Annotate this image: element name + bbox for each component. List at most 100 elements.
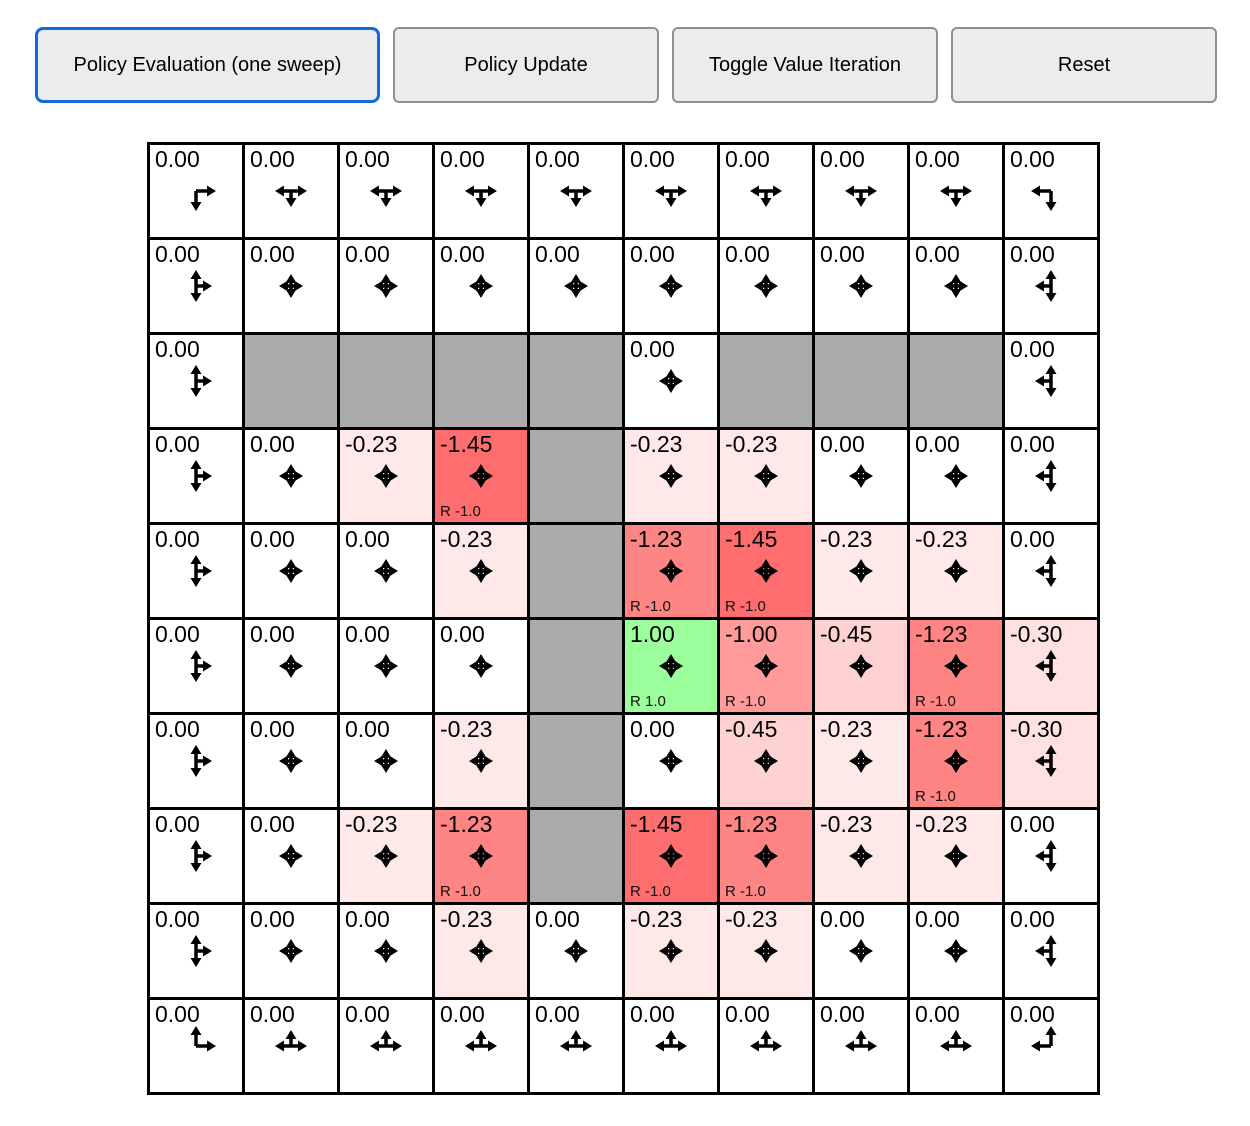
grid-cell-r9c3[interactable]: 0.00 [435,1000,527,1092]
grid-cell-r3c0[interactable]: 0.00 [150,430,242,522]
wall-cell-r2c4[interactable] [530,335,622,427]
grid-cell-r8c1[interactable]: 0.00 [245,905,337,997]
wall-cell-r5c4[interactable] [530,620,622,712]
wall-cell-r2c3[interactable] [435,335,527,427]
grid-cell-r1c0[interactable]: 0.00 [150,240,242,332]
grid-cell-r7c8[interactable]: -0.23 [910,810,1002,902]
grid-cell-r1c9[interactable]: 0.00 [1005,240,1097,332]
grid-cell-r5c3[interactable]: 0.00 [435,620,527,712]
grid-cell-r0c1[interactable]: 0.00 [245,145,337,237]
grid-cell-r1c6[interactable]: 0.00 [720,240,812,332]
grid-cell-r1c8[interactable]: 0.00 [910,240,1002,332]
grid-cell-r7c2[interactable]: -0.23 [340,810,432,902]
reset-button[interactable]: Reset [951,27,1217,103]
wall-cell-r7c4[interactable] [530,810,622,902]
policy-update-button[interactable]: Policy Update [393,27,659,103]
policy-evaluation-button[interactable]: Policy Evaluation (one sweep) [35,27,380,103]
grid-cell-r3c1[interactable]: 0.00 [245,430,337,522]
grid-cell-r9c1[interactable]: 0.00 [245,1000,337,1092]
grid-cell-r6c0[interactable]: 0.00 [150,715,242,807]
grid-cell-r9c9[interactable]: 0.00 [1005,1000,1097,1092]
grid-cell-r6c3[interactable]: -0.23 [435,715,527,807]
grid-cell-r0c6[interactable]: 0.00 [720,145,812,237]
wall-cell-r2c1[interactable] [245,335,337,427]
grid-cell-r6c7[interactable]: -0.23 [815,715,907,807]
grid-cell-r7c9[interactable]: 0.00 [1005,810,1097,902]
grid-cell-r6c2[interactable]: 0.00 [340,715,432,807]
grid-cell-r5c8[interactable]: -1.23 R -1.0 [910,620,1002,712]
grid-cell-r4c9[interactable]: 0.00 [1005,525,1097,617]
wall-cell-r2c8[interactable] [910,335,1002,427]
grid-cell-r5c0[interactable]: 0.00 [150,620,242,712]
grid-cell-r1c4[interactable]: 0.00 [530,240,622,332]
grid-cell-r5c5[interactable]: 1.00 R 1.0 [625,620,717,712]
wall-cell-r2c2[interactable] [340,335,432,427]
grid-cell-r3c2[interactable]: -0.23 [340,430,432,522]
grid-cell-r5c9[interactable]: -0.30 [1005,620,1097,712]
toggle-value-iteration-button[interactable]: Toggle Value Iteration [672,27,938,103]
grid-cell-r9c8[interactable]: 0.00 [910,1000,1002,1092]
grid-cell-r6c9[interactable]: -0.30 [1005,715,1097,807]
grid-cell-r0c7[interactable]: 0.00 [815,145,907,237]
grid-cell-r8c5[interactable]: -0.23 [625,905,717,997]
grid-cell-r7c1[interactable]: 0.00 [245,810,337,902]
grid-cell-r1c1[interactable]: 0.00 [245,240,337,332]
grid-cell-r0c8[interactable]: 0.00 [910,145,1002,237]
grid-cell-r0c5[interactable]: 0.00 [625,145,717,237]
grid-cell-r2c5[interactable]: 0.00 [625,335,717,427]
grid-cell-r7c0[interactable]: 0.00 [150,810,242,902]
grid-cell-r7c6[interactable]: -1.23 R -1.0 [720,810,812,902]
grid-cell-r2c9[interactable]: 0.00 [1005,335,1097,427]
grid-cell-r5c6[interactable]: -1.00 R -1.0 [720,620,812,712]
grid-cell-r9c5[interactable]: 0.00 [625,1000,717,1092]
grid-cell-r3c3[interactable]: -1.45 R -1.0 [435,430,527,522]
grid-cell-r5c7[interactable]: -0.45 [815,620,907,712]
wall-cell-r6c4[interactable] [530,715,622,807]
grid-cell-r8c7[interactable]: 0.00 [815,905,907,997]
grid-cell-r0c4[interactable]: 0.00 [530,145,622,237]
grid-cell-r4c1[interactable]: 0.00 [245,525,337,617]
grid-cell-r9c7[interactable]: 0.00 [815,1000,907,1092]
grid-cell-r1c2[interactable]: 0.00 [340,240,432,332]
grid-cell-r8c2[interactable]: 0.00 [340,905,432,997]
grid-cell-r4c3[interactable]: -0.23 [435,525,527,617]
grid-cell-r8c3[interactable]: -0.23 [435,905,527,997]
grid-cell-r4c2[interactable]: 0.00 [340,525,432,617]
wall-cell-r3c4[interactable] [530,430,622,522]
grid-cell-r4c7[interactable]: -0.23 [815,525,907,617]
grid-cell-r7c3[interactable]: -1.23 R -1.0 [435,810,527,902]
grid-cell-r6c1[interactable]: 0.00 [245,715,337,807]
grid-cell-r9c2[interactable]: 0.00 [340,1000,432,1092]
grid-cell-r0c3[interactable]: 0.00 [435,145,527,237]
grid-cell-r9c0[interactable]: 0.00 [150,1000,242,1092]
grid-cell-r3c6[interactable]: -0.23 [720,430,812,522]
grid-cell-r4c0[interactable]: 0.00 [150,525,242,617]
grid-cell-r2c0[interactable]: 0.00 [150,335,242,427]
grid-cell-r4c6[interactable]: -1.45 R -1.0 [720,525,812,617]
wall-cell-r2c6[interactable] [720,335,812,427]
grid-cell-r8c0[interactable]: 0.00 [150,905,242,997]
grid-cell-r5c2[interactable]: 0.00 [340,620,432,712]
grid-cell-r0c2[interactable]: 0.00 [340,145,432,237]
grid-cell-r8c6[interactable]: -0.23 [720,905,812,997]
grid-cell-r3c7[interactable]: 0.00 [815,430,907,522]
grid-cell-r7c5[interactable]: -1.45 R -1.0 [625,810,717,902]
grid-cell-r1c5[interactable]: 0.00 [625,240,717,332]
grid-cell-r1c7[interactable]: 0.00 [815,240,907,332]
grid-cell-r0c0[interactable]: 0.00 [150,145,242,237]
grid-cell-r6c5[interactable]: 0.00 [625,715,717,807]
grid-cell-r8c8[interactable]: 0.00 [910,905,1002,997]
grid-cell-r9c4[interactable]: 0.00 [530,1000,622,1092]
grid-cell-r7c7[interactable]: -0.23 [815,810,907,902]
grid-cell-r8c9[interactable]: 0.00 [1005,905,1097,997]
grid-cell-r1c3[interactable]: 0.00 [435,240,527,332]
grid-cell-r3c9[interactable]: 0.00 [1005,430,1097,522]
wall-cell-r4c4[interactable] [530,525,622,617]
grid-cell-r3c8[interactable]: 0.00 [910,430,1002,522]
grid-cell-r3c5[interactable]: -0.23 [625,430,717,522]
grid-cell-r0c9[interactable]: 0.00 [1005,145,1097,237]
grid-cell-r4c8[interactable]: -0.23 [910,525,1002,617]
wall-cell-r2c7[interactable] [815,335,907,427]
grid-cell-r8c4[interactable]: 0.00 [530,905,622,997]
grid-cell-r9c6[interactable]: 0.00 [720,1000,812,1092]
